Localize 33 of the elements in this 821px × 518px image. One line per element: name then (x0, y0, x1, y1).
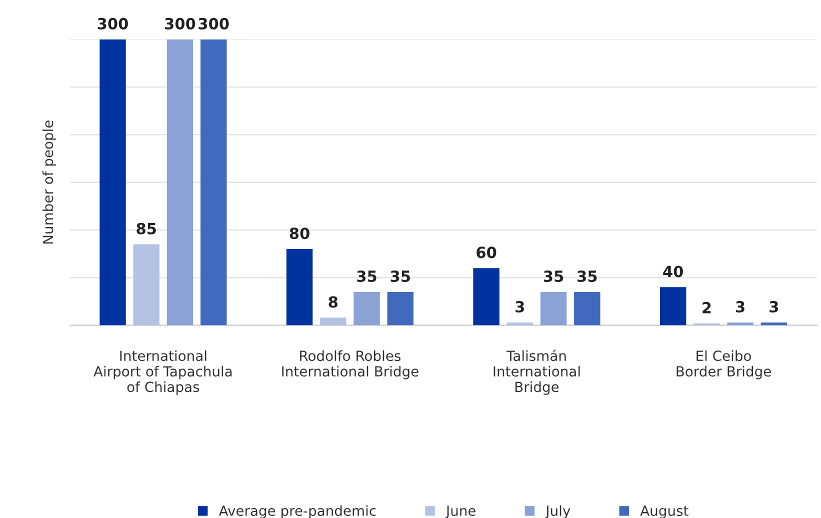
data-label: 3 (770, 300, 778, 313)
data-label: 2 (702, 302, 711, 314)
y-axis-title: Number of people (42, 120, 56, 244)
data-label: 3 (516, 300, 524, 313)
bar (387, 292, 414, 326)
data-label: 80 (290, 228, 310, 240)
bar (574, 292, 600, 326)
data-label: 40 (663, 266, 683, 278)
data-label: 300 (98, 18, 128, 30)
bar (200, 39, 227, 326)
bar (473, 268, 500, 326)
data-label: 8 (328, 296, 338, 308)
data-label: 3 (736, 300, 744, 313)
data-label: 35 (357, 270, 376, 282)
bar (133, 244, 160, 326)
bar (354, 292, 380, 326)
bar (100, 39, 126, 326)
x-tick-label: Talismán International Bridge (494, 350, 580, 395)
bar (320, 318, 346, 326)
x-tick-label: Rodolfo Robles International Bridge (282, 350, 418, 380)
data-label: 300 (198, 18, 229, 30)
data-label: 300 (165, 18, 196, 30)
data-label: 60 (476, 246, 496, 258)
data-label: 35 (544, 270, 564, 282)
bar (286, 249, 313, 326)
bar (166, 39, 194, 326)
bar (540, 292, 567, 326)
data-label: 35 (578, 270, 597, 282)
data-label: 35 (390, 270, 410, 282)
x-tick-label: International Airport of Tapachula of Chiapas (94, 350, 232, 395)
x-tick-label: El Ceibo Border Bridge (676, 350, 771, 380)
data-label: 85 (136, 222, 156, 234)
bar (660, 287, 686, 326)
